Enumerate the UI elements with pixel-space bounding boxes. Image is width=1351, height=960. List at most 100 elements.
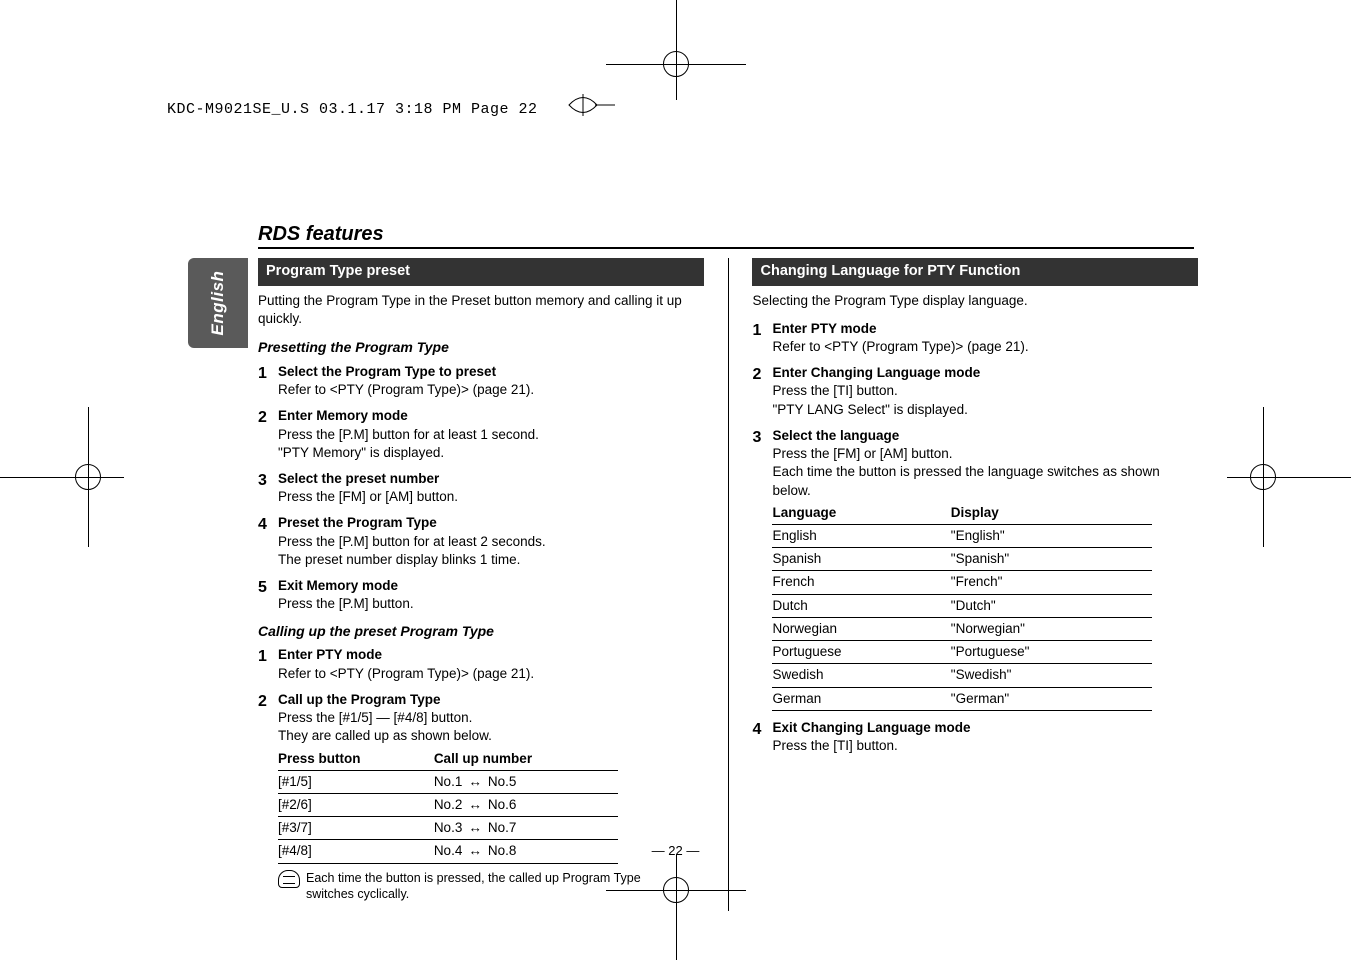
registration-mark-left (58, 447, 118, 507)
step-body: Select the language Press the [FM] or [A… (772, 427, 1198, 711)
step-title: Exit Memory mode (278, 577, 704, 595)
callup-b: No.7 (488, 820, 517, 835)
double-arrow-icon: ↔ (462, 773, 488, 791)
table-cell: No.1↔No.5 (434, 770, 618, 793)
table-row: English"English" (772, 524, 1152, 547)
step-body: Enter PTY mode Refer to <PTY (Program Ty… (772, 320, 1198, 356)
left-subheading-1: Presetting the Program Type (258, 338, 704, 357)
step-number: 5 (258, 577, 278, 613)
table-cell: "Dutch" (951, 594, 1153, 617)
table-cell: Spanish (772, 548, 950, 571)
step-line: Press the [P.M] button for at least 1 se… (278, 426, 704, 444)
step-number: 1 (258, 646, 278, 682)
right-column: Changing Language for PTY Function Selec… (752, 258, 1198, 911)
step-line: Refer to <PTY (Program Type)> (page 21). (278, 381, 704, 399)
table-cell: "German" (951, 687, 1153, 710)
step-body: Enter Memory mode Press the [P.M] button… (278, 407, 704, 462)
left-step: 2 Call up the Program Type Press the [#1… (258, 691, 704, 904)
language-tab: English (188, 258, 248, 348)
left-step: 1 Select the Program Type to preset Refe… (258, 363, 704, 399)
step-body: Exit Changing Language mode Press the [T… (772, 719, 1198, 755)
left-step: 5 Exit Memory mode Press the [P.M] butto… (258, 577, 704, 613)
step-line: "PTY Memory" is displayed. (278, 444, 704, 462)
step-body: Preset the Program Type Press the [P.M] … (278, 514, 704, 569)
note-icon (278, 870, 300, 888)
table-cell: "Portuguese" (951, 641, 1153, 664)
step-line: Press the [FM] or [AM] button. (772, 445, 1198, 463)
step-line: Press the [P.M] button. (278, 595, 704, 613)
left-column: Program Type preset Putting the Program … (258, 258, 704, 911)
step-number: 3 (752, 427, 772, 711)
callup-a: No.3 (434, 820, 463, 835)
column-divider (728, 258, 729, 911)
step-line: Press the [TI] button. (772, 737, 1198, 755)
step-number: 1 (752, 320, 772, 356)
step-title: Enter Memory mode (278, 407, 704, 425)
left-intro: Putting the Program Type in the Preset b… (258, 292, 704, 328)
table-cell: English (772, 524, 950, 547)
step-body: Exit Memory mode Press the [P.M] button. (278, 577, 704, 613)
table-cell: Portuguese (772, 641, 950, 664)
step-title: Enter Changing Language mode (772, 364, 1198, 382)
table-cell: No.3↔No.7 (434, 817, 618, 840)
callup-b: No.6 (488, 797, 517, 812)
content-columns: Program Type preset Putting the Program … (258, 258, 1198, 911)
step-title: Select the Program Type to preset (278, 363, 704, 381)
table-cell: "Norwegian" (951, 617, 1153, 640)
step-title: Select the preset number (278, 470, 704, 488)
step-title: Preset the Program Type (278, 514, 704, 532)
table-cell: Swedish (772, 664, 950, 687)
left-step: 2 Enter Memory mode Press the [P.M] butt… (258, 407, 704, 462)
step-line: The preset number display blinks 1 time. (278, 551, 704, 569)
step-number: 1 (258, 363, 278, 399)
table-row: [#3/7] No.3↔No.7 (278, 817, 618, 840)
left-banner: Program Type preset (258, 258, 704, 286)
step-line: They are called up as shown below. (278, 727, 704, 745)
table-row: French"French" (772, 571, 1152, 594)
table-row: German"German" (772, 687, 1152, 710)
table-row: [#1/5] No.1↔No.5 (278, 770, 618, 793)
table-cell: [#2/6] (278, 793, 434, 816)
table-cell: "French" (951, 571, 1153, 594)
table-header-cell: Display (951, 502, 1153, 525)
right-intro: Selecting the Program Type display langu… (752, 292, 1198, 310)
step-number: 2 (752, 364, 772, 419)
table-cell: [#1/5] (278, 770, 434, 793)
step-number: 3 (258, 470, 278, 506)
step-line: Press the [#1/5] — [#4/8] button. (278, 709, 704, 727)
step-line: Refer to <PTY (Program Type)> (page 21). (772, 338, 1198, 356)
language-table: Language Display English"English" Spanis… (772, 502, 1152, 711)
right-banner: Changing Language for PTY Function (752, 258, 1198, 286)
step-body: Enter Changing Language mode Press the [… (772, 364, 1198, 419)
note-row: Each time the button is pressed, the cal… (278, 870, 658, 904)
table-row: Spanish"Spanish" (772, 548, 1152, 571)
table-row: Portuguese"Portuguese" (772, 641, 1152, 664)
callup-a: No.2 (434, 797, 463, 812)
page: KDC-M9021SE_U.S 03.1.17 3:18 PM Page 22 … (0, 0, 1351, 954)
swoosh-icon (565, 94, 615, 121)
table-header-cell: Call up number (434, 748, 618, 771)
table-cell: No.2↔No.6 (434, 793, 618, 816)
section-title: RDS features (258, 223, 384, 246)
step-number: 2 (258, 691, 278, 904)
table-row: Dutch"Dutch" (772, 594, 1152, 617)
step-title: Call up the Program Type (278, 691, 704, 709)
table-header-cell: Press button (278, 748, 434, 771)
left-subheading-2: Calling up the preset Program Type (258, 622, 704, 641)
page-number: — 22 — (0, 843, 1351, 858)
step-number: 4 (752, 719, 772, 755)
table-cell: [#3/7] (278, 817, 434, 840)
registration-mark-right (1233, 447, 1293, 507)
step-number: 4 (258, 514, 278, 569)
table-cell: "Swedish" (951, 664, 1153, 687)
step-body: Select the Program Type to preset Refer … (278, 363, 704, 399)
step-line: Press the [TI] button. (772, 382, 1198, 400)
double-arrow-icon: ↔ (462, 796, 488, 814)
step-title: Select the language (772, 427, 1198, 445)
table-cell: Dutch (772, 594, 950, 617)
table-cell: "Spanish" (951, 548, 1153, 571)
step-line: Refer to <PTY (Program Type)> (page 21). (278, 665, 704, 683)
double-arrow-icon: ↔ (462, 819, 488, 837)
table-header-cell: Language (772, 502, 950, 525)
step-line: "PTY LANG Select" is displayed. (772, 401, 1198, 419)
